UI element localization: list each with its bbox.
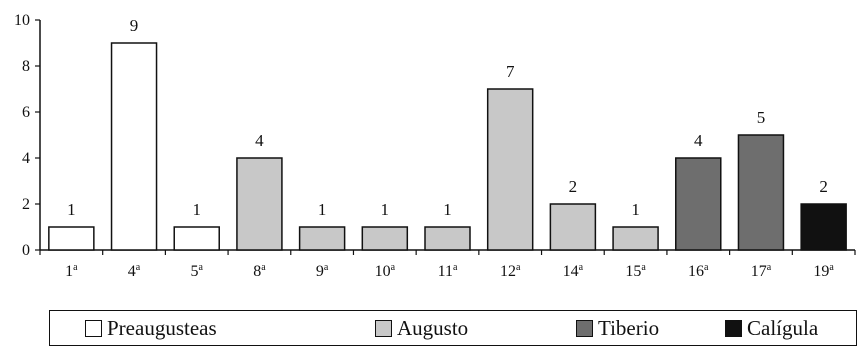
bar bbox=[486, 88, 534, 251]
x-tick-label: 4a bbox=[128, 262, 141, 280]
bar bbox=[612, 226, 659, 251]
y-tick-label: 10 bbox=[14, 12, 30, 29]
bar bbox=[361, 226, 409, 251]
x-tick-label: 14a bbox=[563, 262, 584, 280]
data-label: 2 bbox=[819, 177, 828, 196]
y-tick-label: 0 bbox=[22, 242, 30, 259]
bars bbox=[48, 42, 847, 251]
data-labels: 1 9 1 4 1 1 1 7 2 1 4 5 2 bbox=[67, 16, 828, 219]
y-tick-label: 6 bbox=[22, 104, 30, 121]
bar bbox=[549, 203, 597, 251]
x-tick-label: 16a bbox=[688, 262, 709, 280]
x-tick-label: 19a bbox=[813, 262, 834, 280]
x-tick-label: 5a bbox=[191, 262, 204, 280]
data-label: 1 bbox=[631, 200, 640, 219]
data-label: 7 bbox=[506, 62, 515, 81]
bar bbox=[737, 134, 785, 251]
x-tick-label: 1a bbox=[65, 262, 78, 280]
bar bbox=[236, 157, 283, 251]
legend-item-preaugusteas: Preaugusteas bbox=[85, 317, 217, 339]
data-label: 1 bbox=[318, 200, 327, 219]
data-label: 5 bbox=[757, 108, 766, 127]
legend-item-tiberio: Tiberio bbox=[576, 317, 659, 339]
data-label: 1 bbox=[67, 200, 76, 219]
legend-label-augusto: Augusto bbox=[397, 316, 469, 340]
bar bbox=[424, 226, 471, 251]
bar bbox=[675, 157, 722, 251]
legend-swatch-caligula bbox=[725, 319, 742, 337]
data-label: 1 bbox=[443, 200, 452, 219]
x-tick-label: 8a bbox=[253, 262, 266, 280]
data-label: 9 bbox=[130, 16, 139, 35]
y-tick-label: 8 bbox=[22, 58, 30, 75]
y-tick-label: 2 bbox=[22, 196, 30, 213]
legend-label-tiberio: Tiberio bbox=[598, 316, 660, 340]
data-label: 1 bbox=[192, 200, 201, 219]
bar bbox=[48, 226, 95, 251]
x-tick-label: 12a bbox=[500, 262, 521, 280]
legend: Preaugusteas Augusto Tiberio Calígula bbox=[49, 310, 857, 346]
legend-swatch-preaugusteas bbox=[85, 319, 102, 337]
legend-label-preaugusteas: Preaugusteas bbox=[107, 316, 217, 340]
x-tick-label: 10a bbox=[375, 262, 396, 280]
data-label: 1 bbox=[381, 200, 390, 219]
data-label: 4 bbox=[694, 131, 703, 150]
legend-swatch-tiberio bbox=[576, 319, 593, 337]
x-tick-label: 9a bbox=[316, 262, 329, 280]
bar bbox=[110, 42, 158, 251]
bar bbox=[173, 226, 220, 251]
x-tick-label: 11a bbox=[438, 262, 458, 280]
x-tick-label: 17a bbox=[751, 262, 772, 280]
x-tick-label: 15a bbox=[625, 262, 646, 280]
y-tick-label: 4 bbox=[22, 150, 30, 167]
legend-item-augusto: Augusto bbox=[375, 317, 468, 339]
data-label: 4 bbox=[255, 131, 264, 150]
legend-label-caligula: Calígula bbox=[747, 316, 819, 340]
bar bbox=[800, 203, 847, 251]
legend-swatch-augusto bbox=[375, 319, 392, 337]
data-label: 2 bbox=[569, 177, 578, 196]
legend-item-caligula: Calígula bbox=[725, 317, 818, 339]
bar bbox=[298, 226, 346, 251]
